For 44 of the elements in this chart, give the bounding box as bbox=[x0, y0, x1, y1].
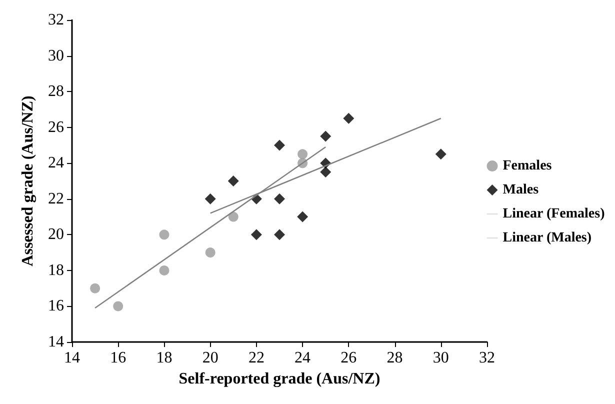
y-tick-label: 14 bbox=[48, 334, 64, 350]
point bbox=[320, 166, 332, 178]
y-tick-label: 18 bbox=[48, 262, 64, 279]
point bbox=[204, 193, 216, 204]
point bbox=[297, 211, 308, 222]
x-tick-label: 22 bbox=[248, 350, 264, 366]
x-tick-label: 18 bbox=[156, 350, 172, 366]
x-tick-label: 16 bbox=[110, 350, 126, 366]
point bbox=[90, 283, 100, 294]
y-tick-label: 28 bbox=[48, 83, 64, 100]
point bbox=[320, 130, 332, 142]
x-tick-label: 26 bbox=[340, 350, 357, 366]
y-tick-label: 22 bbox=[48, 190, 64, 208]
x-tick-label: 20 bbox=[202, 350, 218, 366]
x-axis-title: Self-reported grade (Aus/NZ) bbox=[178, 370, 380, 388]
x-tick-label: 30 bbox=[432, 350, 449, 366]
y-tick-label: 26 bbox=[48, 118, 64, 136]
point bbox=[113, 301, 124, 312]
legend-label: Males bbox=[502, 182, 540, 198]
x-tick-label: 14 bbox=[64, 350, 80, 366]
point bbox=[435, 148, 446, 160]
legend-label: Linear (Males) bbox=[502, 230, 592, 246]
point bbox=[250, 229, 262, 240]
y-tick-label: 16 bbox=[48, 298, 64, 315]
point bbox=[274, 193, 285, 204]
point bbox=[228, 176, 239, 186]
point bbox=[228, 212, 238, 222]
x-tick-label: 32 bbox=[479, 350, 495, 366]
point bbox=[274, 229, 285, 240]
point bbox=[343, 112, 354, 124]
x-tick-label: 28 bbox=[386, 350, 403, 366]
point bbox=[159, 230, 170, 240]
y-tick-label: 20 bbox=[48, 226, 64, 244]
point bbox=[159, 265, 170, 276]
x-tick-label: 24 bbox=[294, 350, 311, 366]
point bbox=[205, 248, 216, 258]
y-axis-title: Assessed grade (Aus/NZ) bbox=[20, 96, 36, 266]
point bbox=[274, 140, 285, 151]
point bbox=[298, 149, 308, 160]
y-tick-label: 32 bbox=[48, 12, 64, 28]
legend-label: Linear (Females) bbox=[502, 206, 606, 222]
legend-label: Females bbox=[502, 158, 552, 174]
y-tick-label: 24 bbox=[48, 154, 64, 172]
y-tick-label: 30 bbox=[48, 47, 64, 64]
